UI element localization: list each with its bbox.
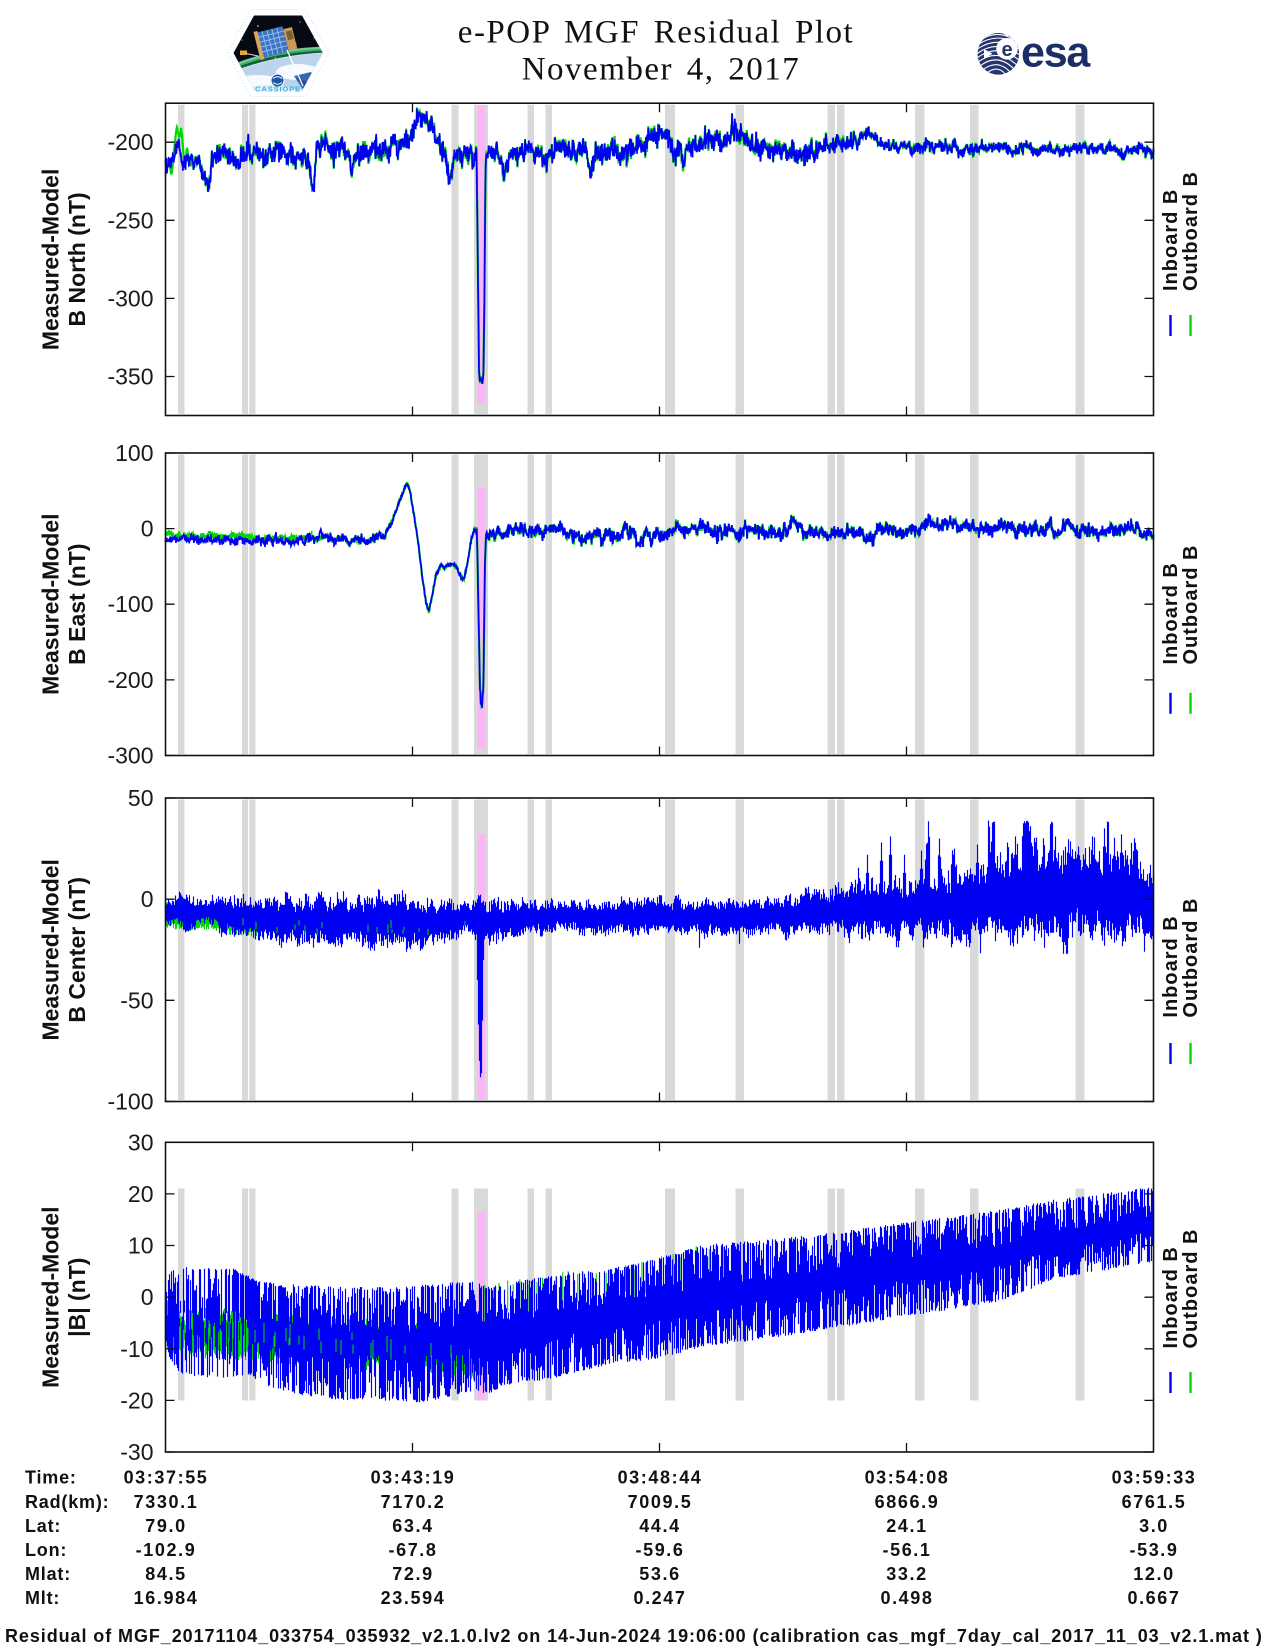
- svg-text:24.1: 24.1: [886, 1516, 927, 1536]
- svg-text:7170.2: 7170.2: [381, 1492, 446, 1512]
- svg-text:16.984: 16.984: [134, 1588, 199, 1608]
- svg-text:Outboard B: Outboard B: [1180, 545, 1202, 665]
- svg-text:-200: -200: [107, 129, 153, 155]
- svg-text:50: 50: [128, 785, 154, 811]
- svg-text:63.4: 63.4: [392, 1516, 433, 1536]
- svg-text:Measured-Model: Measured-Model: [38, 1206, 64, 1387]
- svg-text:6761.5: 6761.5: [1122, 1492, 1187, 1512]
- svg-text:|B| (nT): |B| (nT): [64, 1258, 90, 1337]
- svg-text:72.9: 72.9: [392, 1564, 433, 1584]
- svg-text:7009.5: 7009.5: [628, 1492, 693, 1512]
- svg-text:-100: -100: [107, 591, 153, 617]
- svg-text:0.667: 0.667: [1127, 1588, 1180, 1608]
- svg-text:Outboard B: Outboard B: [1180, 171, 1202, 291]
- svg-text:Inboard B: Inboard B: [1160, 562, 1182, 664]
- svg-text:Mlat:: Mlat:: [25, 1564, 71, 1584]
- svg-text:-56.1: -56.1: [882, 1540, 931, 1560]
- svg-text:-300: -300: [107, 285, 153, 311]
- svg-text:12.0: 12.0: [1133, 1564, 1174, 1584]
- svg-text:-67.8: -67.8: [388, 1540, 437, 1560]
- svg-text:-30: -30: [120, 1439, 153, 1465]
- svg-text:Inboard B: Inboard B: [1160, 1246, 1182, 1348]
- svg-text:7330.1: 7330.1: [134, 1492, 199, 1512]
- svg-text:30: 30: [128, 1129, 154, 1155]
- svg-text:53.6: 53.6: [639, 1564, 680, 1584]
- svg-text:100: 100: [115, 440, 153, 466]
- svg-text:Outboard B: Outboard B: [1180, 1229, 1202, 1349]
- svg-text:03:48:44: 03:48:44: [618, 1468, 703, 1488]
- svg-text:79.0: 79.0: [145, 1516, 186, 1536]
- svg-text:44.4: 44.4: [639, 1516, 680, 1536]
- svg-text:-100: -100: [107, 1089, 153, 1115]
- svg-text:84.5: 84.5: [145, 1564, 186, 1584]
- svg-text:-53.9: -53.9: [1129, 1540, 1178, 1560]
- svg-text:Lon:: Lon:: [25, 1540, 67, 1560]
- svg-text:03:59:33: 03:59:33: [1112, 1468, 1197, 1488]
- svg-text:-250: -250: [107, 207, 153, 233]
- svg-text:Lat:: Lat:: [25, 1516, 61, 1536]
- svg-text:November 4, 2017: November 4, 2017: [522, 51, 801, 87]
- svg-text:10: 10: [128, 1233, 154, 1259]
- svg-text:0: 0: [141, 886, 154, 912]
- svg-text:-300: -300: [107, 743, 153, 769]
- svg-text:B Center (nT): B Center (nT): [64, 877, 90, 1023]
- svg-text:20: 20: [128, 1181, 154, 1207]
- svg-text:e-POP MGF Residual Plot: e-POP MGF Residual Plot: [458, 15, 854, 51]
- svg-text:0.247: 0.247: [633, 1588, 686, 1608]
- svg-text:-59.6: -59.6: [635, 1540, 684, 1560]
- svg-text:3.0: 3.0: [1139, 1516, 1169, 1536]
- svg-text:0: 0: [141, 1284, 154, 1310]
- svg-text:-102.9: -102.9: [136, 1540, 197, 1560]
- svg-text:03:37:55: 03:37:55: [124, 1468, 209, 1488]
- svg-text:-10: -10: [120, 1336, 153, 1362]
- svg-text:Residual of MGF_20171104_03375: Residual of MGF_20171104_033754_035932_v…: [5, 1626, 1263, 1646]
- svg-text:Measured-Model: Measured-Model: [38, 513, 64, 694]
- svg-text:Time:: Time:: [25, 1468, 77, 1488]
- svg-text:Measured-Model: Measured-Model: [38, 859, 64, 1040]
- svg-text:23.594: 23.594: [381, 1588, 446, 1608]
- svg-text:Inboard B: Inboard B: [1160, 189, 1182, 291]
- svg-text:-50: -50: [120, 987, 153, 1013]
- svg-text:03:54:08: 03:54:08: [865, 1468, 950, 1488]
- svg-text:0.498: 0.498: [880, 1588, 933, 1608]
- svg-text:-350: -350: [107, 364, 153, 390]
- svg-text:CASSIOPE: CASSIOPE: [255, 85, 301, 94]
- svg-text:6866.9: 6866.9: [875, 1492, 940, 1512]
- svg-text:-20: -20: [120, 1387, 153, 1413]
- svg-text:-200: -200: [107, 667, 153, 693]
- svg-text:B East (nT): B East (nT): [64, 544, 90, 665]
- svg-text:B North (nT): B North (nT): [64, 192, 90, 326]
- svg-text:Outboard B: Outboard B: [1180, 898, 1202, 1018]
- svg-text:Measured-Model: Measured-Model: [38, 169, 64, 350]
- svg-text:03:43:19: 03:43:19: [371, 1468, 456, 1488]
- svg-text:Inboard B: Inboard B: [1160, 915, 1182, 1017]
- svg-text:0: 0: [141, 516, 154, 542]
- svg-text:Mlt:: Mlt:: [25, 1588, 60, 1608]
- svg-text:e: e: [1001, 39, 1012, 61]
- svg-text:esa: esa: [1021, 29, 1091, 77]
- svg-text:Rad(km):: Rad(km):: [25, 1492, 109, 1512]
- svg-text:33.2: 33.2: [886, 1564, 927, 1584]
